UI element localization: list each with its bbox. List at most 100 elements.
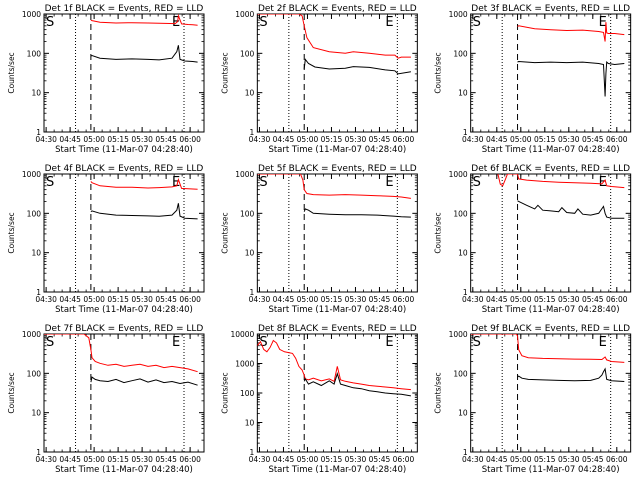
y-tick-label: 10	[31, 409, 41, 418]
x-tick-label: 04:45	[273, 135, 295, 144]
x-tick-label: 05:30	[558, 135, 580, 144]
y-tick-label: 100	[27, 209, 42, 218]
start-marker: S	[46, 335, 54, 350]
y-tick-label: 100	[27, 49, 42, 58]
x-tick-label: 05:45	[369, 135, 391, 144]
chart-title: Det 9f BLACK = Events, RED = LLD	[471, 324, 630, 334]
x-tick-label: 06:00	[179, 135, 201, 144]
plot-frame	[256, 333, 418, 453]
y-tick-label: 10	[458, 89, 468, 98]
y-axis-label: Counts/sec	[220, 212, 229, 253]
series-line-events	[303, 208, 411, 218]
x-tick-label: 05:30	[131, 135, 153, 144]
y-tick-label: 1000	[22, 170, 41, 179]
x-axis-label: Start Time (11-Mar-07 04:28:40)	[482, 305, 620, 315]
series-line-events	[303, 58, 411, 75]
y-tick-label: 1	[463, 288, 468, 297]
y-tick-label: 10	[31, 89, 41, 98]
x-tick-label: 05:30	[131, 455, 153, 464]
chart-panel-9: Det 9f BLACK = Events, RED = LLD 1 10 100 10…	[434, 324, 632, 475]
y-tick-label: 100	[27, 369, 42, 378]
plot-frame	[256, 13, 418, 133]
x-tick-label: 05:15	[321, 295, 343, 304]
x-tick-label: 05:00	[510, 455, 532, 464]
x-tick-label: 05:00	[510, 295, 532, 304]
y-tick-label: 1	[463, 128, 468, 137]
y-tick-label: 100	[240, 389, 255, 398]
x-tick-label: 05:30	[558, 295, 580, 304]
x-tick-label: 04:30	[35, 455, 57, 464]
x-tick-label: 04:45	[59, 455, 81, 464]
y-axis-label: Counts/sec	[434, 52, 443, 93]
x-tick-label: 05:00	[83, 455, 105, 464]
x-tick-label: 05:45	[582, 455, 604, 464]
start-marker: S	[473, 15, 481, 30]
x-tick-label: 04:45	[273, 295, 295, 304]
y-tick-label: 10	[245, 249, 255, 258]
x-tick-label: 05:45	[369, 455, 391, 464]
x-tick-label: 04:30	[35, 295, 57, 304]
y-tick-label: 100	[453, 49, 468, 58]
chart-title: Det 8f BLACK = Events, RED = LLD	[258, 324, 417, 334]
series-line-events	[517, 367, 625, 382]
plot-frame	[470, 333, 632, 453]
x-tick-label: 04:30	[462, 135, 484, 144]
y-tick-label: 1000	[449, 170, 468, 179]
start-marker: S	[46, 15, 54, 30]
x-tick-label: 04:30	[249, 455, 271, 464]
start-marker: S	[259, 15, 267, 30]
y-axis-label: Counts/sec	[434, 372, 443, 413]
x-tick-label: 05:30	[131, 295, 153, 304]
y-tick-label: 1000	[235, 360, 254, 369]
y-tick-label: 10	[245, 89, 255, 98]
start-marker: S	[259, 335, 267, 350]
x-tick-label: 05:30	[345, 295, 367, 304]
start-marker: S	[473, 175, 481, 190]
chart-title: Det 5f BLACK = Events, RED = LLD	[258, 164, 417, 174]
y-tick-label: 1000	[449, 330, 468, 339]
y-tick-label: 10000	[230, 330, 254, 339]
series-line-lld	[497, 174, 625, 189]
series-line-lld	[517, 22, 625, 42]
x-tick-label: 06:00	[393, 455, 415, 464]
chart-panel-4: Det 4f BLACK = Events, RED = LLD 1 10 100 10…	[7, 164, 205, 315]
x-tick-label: 04:30	[249, 295, 271, 304]
x-tick-label: 05:45	[582, 295, 604, 304]
chart-title: Det 1f BLACK = Events, RED = LLD	[45, 4, 204, 14]
x-tick-label: 04:30	[462, 455, 484, 464]
start-marker: S	[473, 335, 481, 350]
x-tick-label: 05:00	[297, 295, 319, 304]
chart-panel-5: Det 5f BLACK = Events, RED = LLD 1 10 100 10…	[220, 164, 418, 315]
y-tick-label: 10	[31, 249, 41, 258]
x-tick-label: 05:45	[155, 135, 177, 144]
x-tick-label: 05:15	[534, 455, 556, 464]
y-tick-label: 1000	[449, 10, 468, 19]
series-line-events	[90, 45, 198, 63]
series-line-lld	[44, 334, 198, 373]
y-tick-label: 1	[250, 288, 255, 297]
y-axis-label: Counts/sec	[220, 372, 229, 413]
x-tick-label: 05:15	[107, 295, 129, 304]
y-axis-label: Counts/sec	[7, 372, 16, 413]
x-tick-label: 05:30	[558, 455, 580, 464]
series-line-lld	[90, 14, 198, 26]
x-tick-label: 05:15	[107, 135, 129, 144]
x-axis-label: Start Time (11-Mar-07 04:28:40)	[482, 465, 620, 475]
end-marker: E	[385, 15, 393, 30]
y-tick-label: 100	[240, 49, 255, 58]
chart-title: Det 4f BLACK = Events, RED = LLD	[45, 164, 204, 174]
end-marker: E	[385, 175, 393, 190]
series-line-lld	[257, 174, 411, 199]
x-tick-label: 04:45	[59, 135, 81, 144]
x-axis-label: Start Time (11-Mar-07 04:28:40)	[55, 465, 193, 475]
y-tick-label: 1	[250, 128, 255, 137]
plot-frame	[43, 173, 205, 293]
x-tick-label: 05:45	[155, 455, 177, 464]
start-marker: S	[259, 175, 267, 190]
x-tick-label: 05:45	[582, 135, 604, 144]
chart-panel-6: Det 6f BLACK = Events, RED = LLD 1 10 100 10…	[434, 164, 632, 315]
y-tick-label: 1000	[22, 330, 41, 339]
chart-title: Det 3f BLACK = Events, RED = LLD	[471, 4, 630, 14]
y-tick-label: 100	[240, 209, 255, 218]
end-marker: E	[599, 335, 607, 350]
